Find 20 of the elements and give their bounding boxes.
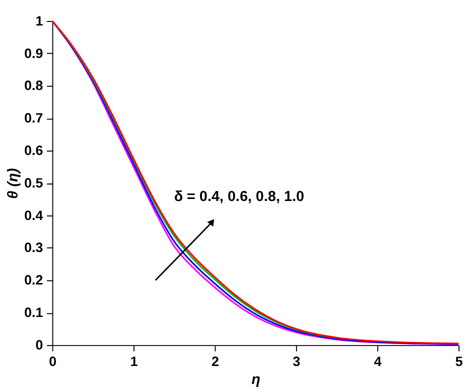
y-tick-label: 0.5 bbox=[24, 175, 44, 190]
y-tick-label: 0 bbox=[36, 337, 44, 352]
y-tick-label: 0.3 bbox=[24, 240, 44, 256]
y-tick-label: 0.6 bbox=[24, 142, 44, 158]
y-tick-label: 0.8 bbox=[24, 78, 44, 94]
y-tick-label: 0.4 bbox=[24, 208, 44, 223]
x-tick-label: 3 bbox=[292, 354, 301, 369]
y-tick-label: 0.7 bbox=[24, 110, 44, 126]
x-tick-label: 5 bbox=[455, 354, 464, 369]
x-tick-label: 1 bbox=[130, 354, 138, 369]
y-tick-label: 0.9 bbox=[24, 46, 44, 61]
x-axis-title: η bbox=[251, 372, 260, 388]
x-tick-label: 2 bbox=[211, 354, 219, 369]
y-tick-label: 0.2 bbox=[24, 272, 44, 288]
y-axis-title: θ (η) bbox=[5, 168, 22, 199]
x-tick-label: 0 bbox=[48, 354, 56, 369]
annotation: δ = 0.4, 0.6, 0.8, 1.0 bbox=[174, 188, 304, 205]
x-tick-label: 4 bbox=[374, 354, 382, 369]
y-tick-label: 0.1 bbox=[24, 305, 44, 320]
y-tick-label: 1 bbox=[36, 13, 44, 28]
